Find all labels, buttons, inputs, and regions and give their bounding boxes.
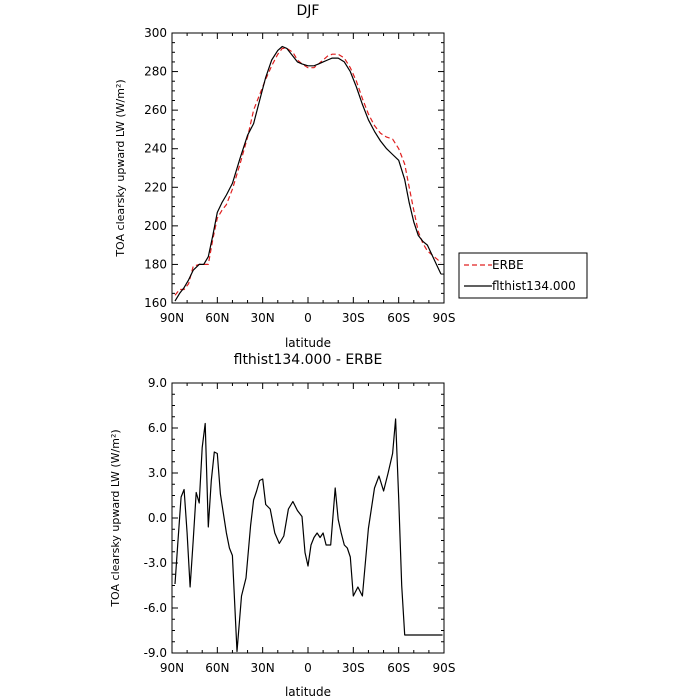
bottom-x-tick-label: 60N [205, 661, 229, 675]
top-y-ticks: 160 180 200 220 240 260 280 300 [144, 26, 444, 310]
bottom-chart: flthist134.000 - ERBE 90N 60N 30N 0 30S 60S 90… [109, 352, 455, 699]
bottom-series-line-0 [174, 418, 443, 653]
bottom-chart-title: flthist134.000 - ERBE [234, 352, 383, 368]
bottom-x-tick-label: 30N [251, 661, 275, 675]
top-x-tick-label: 30S [342, 311, 365, 325]
bottom-y-tick-label: -9.0 [144, 646, 167, 660]
top-x-axis-label: latitude [285, 336, 331, 350]
bottom-x-axis-label: latitude [285, 685, 331, 699]
bottom-x-tick-label: 0 [304, 661, 312, 675]
top-y-tick-label: 240 [144, 142, 167, 156]
bottom-x-tick-label: 60S [387, 661, 410, 675]
bottom-y-tick-label: 0.0 [148, 511, 167, 525]
top-x-tick-label: 90S [433, 311, 456, 325]
top-x-ticks: 90N 60N 30N 0 30S 60S 90S [160, 33, 456, 325]
bottom-x-tick-label: 90S [433, 661, 456, 675]
top-series-lines [174, 45, 442, 302]
top-y-tick-label: 280 [144, 65, 167, 79]
top-chart: DJF 90N 60N 30N 0 30S 60S 90S 160 180 200 220 240 2… [114, 3, 588, 350]
bottom-y-ticks: -9.0 -6.0 -3.0 0.0 3.0 6.0 9.0 [144, 376, 444, 660]
bottom-x-tick-label: 90N [160, 661, 184, 675]
legend-erbe-label: ERBE [492, 258, 524, 272]
top-y-tick-label: 180 [144, 257, 167, 271]
legend: ERBE flthist134.000 [458, 252, 588, 299]
top-y-tick-label: 300 [144, 26, 167, 40]
top-chart-title: DJF [297, 3, 320, 19]
top-x-tick-label: 30N [251, 311, 275, 325]
top-y-tick-label: 260 [144, 103, 167, 117]
bottom-y-tick-label: -6.0 [144, 601, 167, 615]
top-x-tick-label: 60N [205, 311, 229, 325]
bottom-y-axis-label: TOA clearsky upward LW (W/m²) [109, 429, 122, 607]
bottom-x-ticks: 90N 60N 30N 0 30S 60S 90S [160, 383, 456, 675]
top-series-line-0 [174, 47, 442, 296]
top-series-line-1 [174, 45, 442, 302]
top-y-tick-label: 220 [144, 180, 167, 194]
bottom-y-tick-label: 3.0 [148, 466, 167, 480]
top-x-tick-label: 90N [160, 311, 184, 325]
bottom-x-tick-label: 30S [342, 661, 365, 675]
bottom-series-lines [174, 418, 443, 653]
legend-model-label: flthist134.000 [492, 279, 576, 293]
top-x-tick-label: 60S [387, 311, 410, 325]
bottom-y-tick-label: -3.0 [144, 556, 167, 570]
top-x-tick-label: 0 [304, 311, 312, 325]
top-plot-frame [171, 32, 445, 304]
top-y-axis-label: TOA clearsky upward LW (W/m²) [114, 79, 127, 257]
top-y-tick-label: 160 [144, 296, 167, 310]
legend-box [458, 252, 588, 299]
top-y-tick-label: 200 [144, 219, 167, 233]
bottom-y-tick-label: 6.0 [148, 421, 167, 435]
bottom-y-tick-label: 9.0 [148, 376, 167, 390]
